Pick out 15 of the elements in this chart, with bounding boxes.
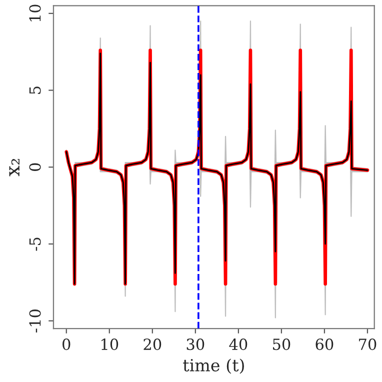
x-tick-label: 50 [273, 338, 290, 350]
y-axis-title: x₂ [9, 158, 20, 176]
x-tick-label: 70 [359, 338, 376, 350]
x-tick-label: 30 [186, 338, 204, 350]
y-tick-label: 5 [29, 86, 41, 94]
y-tick-label: -5 [29, 238, 41, 251]
x-tick-label: 40 [229, 338, 248, 350]
x-axis-title: time (t) [183, 358, 244, 374]
x-tick-label: 60 [316, 338, 334, 350]
x-tick-label: 10 [102, 338, 118, 350]
x-tick-label: 20 [144, 338, 162, 350]
y-tick-label: 0 [29, 163, 41, 171]
y-tick-label: 10 [29, 4, 41, 22]
x-tick-label: 0 [62, 338, 70, 350]
y-tick-label: -10 [29, 310, 41, 332]
